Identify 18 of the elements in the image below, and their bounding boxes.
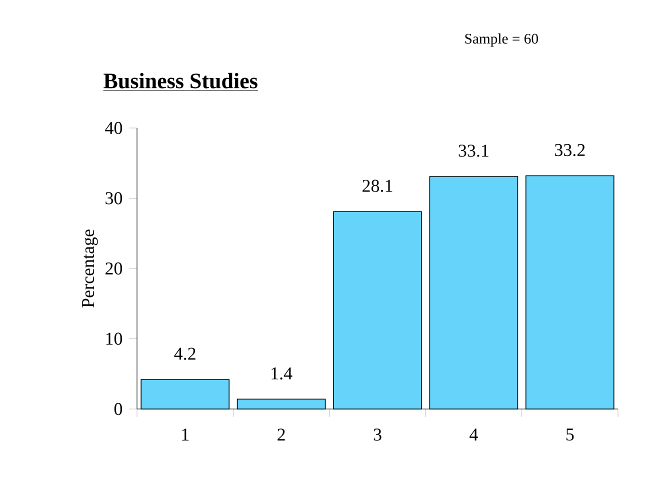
- y-tick-label: 40: [105, 122, 122, 134]
- x-tick-label: 5: [566, 428, 574, 441]
- x-tick-label: 3: [374, 428, 382, 441]
- chart-title: Business Studies: [104, 72, 258, 88]
- data-label: 1.4: [272, 367, 292, 380]
- data-label: 4.2: [174, 348, 196, 360]
- y-axis-title: Percentage: [82, 230, 98, 308]
- data-label: 28.1: [362, 180, 392, 192]
- text: Sample = 60: [465, 33, 538, 47]
- y-tick-label: 20: [106, 262, 122, 275]
- data-label: 33.1: [458, 144, 488, 157]
- y-tick-label: 30: [106, 192, 122, 204]
- y-tick-label: 10: [106, 332, 122, 345]
- x-tick-label: 4: [470, 428, 478, 440]
- x-tick-label: 2: [278, 428, 285, 441]
- x-tick-label: 1: [182, 428, 189, 440]
- y-tick-label: 0: [114, 402, 122, 416]
- data-label: 33.2: [555, 144, 585, 156]
